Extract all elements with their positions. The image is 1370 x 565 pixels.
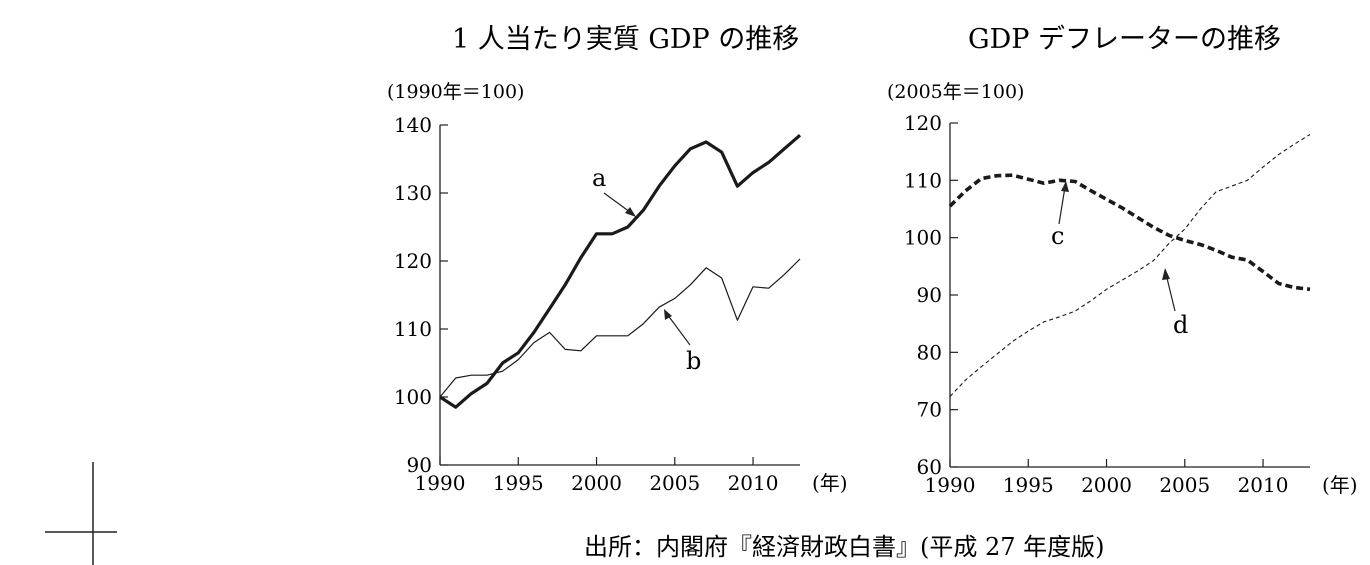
series-d-arrowhead xyxy=(1162,268,1170,280)
x-tick-label: 1990 xyxy=(925,473,976,497)
y-tick-label: 80 xyxy=(917,340,942,364)
series-d-leader xyxy=(1165,273,1176,312)
x-tick-label: 2000 xyxy=(1081,473,1132,497)
y-tick-label: 140 xyxy=(394,113,432,137)
chart-2-annotations: c d xyxy=(1051,181,1188,339)
chart-1-annotations: a b xyxy=(592,164,701,375)
series-b-leader xyxy=(666,313,691,346)
x-tick-label: 1995 xyxy=(1003,473,1054,497)
x-tick-label: 2005 xyxy=(649,471,700,495)
y-tick-label: 100 xyxy=(904,226,942,250)
x-axis-unit: (年) xyxy=(812,471,848,495)
x-tick-label: 2010 xyxy=(1238,473,1289,497)
chart-1-series xyxy=(439,133,802,409)
chart-2-series xyxy=(948,134,1311,397)
series-b-arrowhead xyxy=(664,309,672,320)
series-a-line xyxy=(439,133,802,409)
source-note: 出所：内閣府『経済財政白書』(平成 27 年度版) xyxy=(584,533,1105,561)
series-d-label: d xyxy=(1173,311,1188,339)
series-a-label: a xyxy=(592,164,606,192)
series-a-arrowhead xyxy=(625,207,636,217)
x-tick-label: 1990 xyxy=(415,471,466,495)
series-c-label: c xyxy=(1051,222,1064,250)
y-tick-label: 130 xyxy=(394,181,432,205)
x-tick-label: 1995 xyxy=(493,471,544,495)
series-d-line xyxy=(949,134,1311,397)
chart-2-title: GDP デフレーターの推移 xyxy=(968,24,1281,55)
y-tick-label: 60 xyxy=(917,455,942,479)
y-tick-label: 70 xyxy=(917,398,942,422)
crop-mark xyxy=(45,462,117,565)
series-c-leader xyxy=(1058,186,1066,225)
y-tick-label: 90 xyxy=(407,453,432,477)
series-c-arrowhead xyxy=(1061,181,1069,192)
x-tick-label: 2005 xyxy=(1159,473,1210,497)
series-b-label: b xyxy=(686,347,701,375)
series-c-line xyxy=(948,173,1311,292)
x-tick-label: 2010 xyxy=(728,471,779,495)
y-tick-label: 110 xyxy=(904,168,942,192)
x-tick-label: 2000 xyxy=(571,471,622,495)
y-tick-label: 90 xyxy=(917,283,942,307)
chart-1-title: 1 人当たり実質 GDP の推移 xyxy=(452,24,799,55)
chart-gdp-deflator: GDP デフレーターの推移 (2005年＝100) 120 110 100 90 80 7… xyxy=(887,24,1358,497)
y-tick-label: 120 xyxy=(394,249,432,273)
series-b-line xyxy=(439,258,801,398)
chart-real-gdp-per-capita: 1 人当たり実質 GDP の推移 (1990年＝100) 140 130 120 11… xyxy=(387,24,848,495)
x-axis-unit: (年) xyxy=(1322,473,1358,497)
chart-2-unit-label: (2005年＝100) xyxy=(887,81,1024,103)
y-tick-label: 110 xyxy=(394,317,432,341)
chart-1-unit-label: (1990年＝100) xyxy=(387,81,524,103)
y-tick-label: 120 xyxy=(904,111,942,135)
y-tick-label: 100 xyxy=(394,385,432,409)
